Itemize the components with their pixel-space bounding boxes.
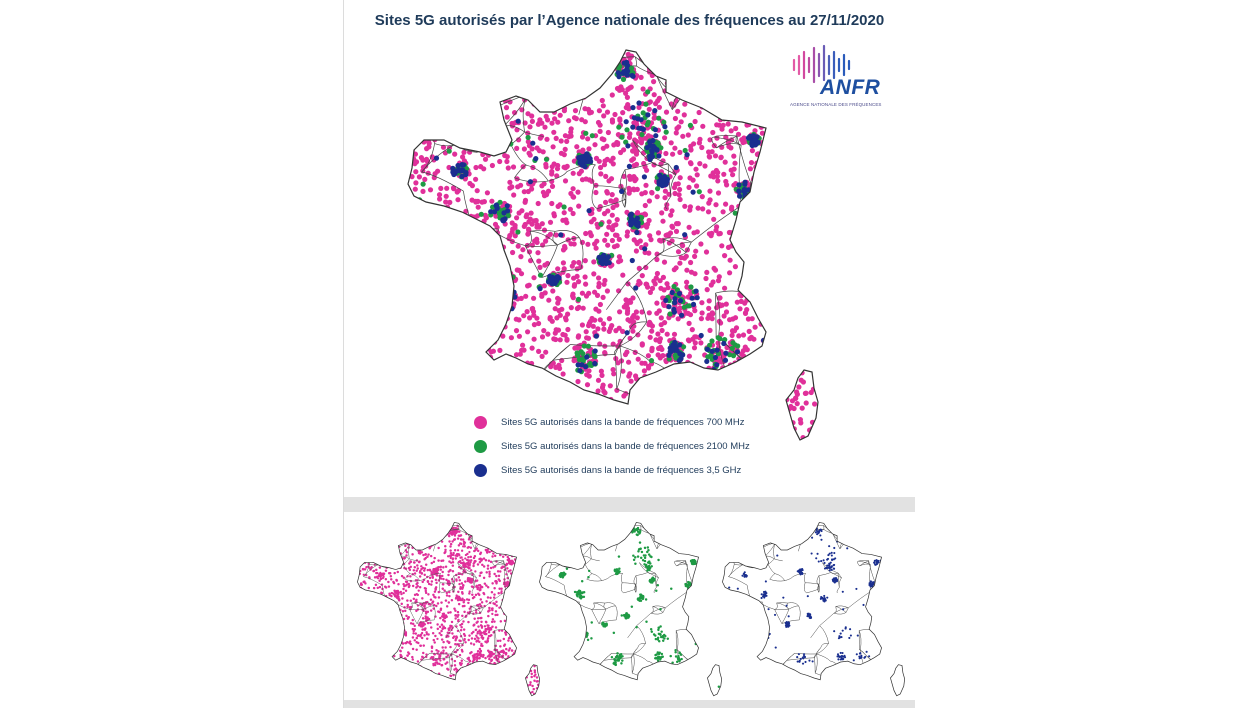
anfr-logo: ANFR AGENCE NATIONALE DES FRÉQUENCES: [790, 44, 882, 110]
logo-tagline: AGENCE NATIONALE DES FRÉQUENCES: [790, 102, 882, 107]
france-outline: [539, 522, 699, 681]
pink-dot-icon: [474, 415, 487, 429]
corsica-outline: [525, 664, 541, 697]
legend-label-3500: Sites 5G autorisés dans la bande de fréq…: [501, 464, 742, 476]
legend-item-700: Sites 5G autorisés dans la bande de fréq…: [474, 410, 750, 434]
legend-item-3500: Sites 5G autorisés dans la bande de fréq…: [474, 458, 750, 482]
france-outline: [407, 49, 767, 405]
legend-item-2100: Sites 5G autorisés dans la bande de fréq…: [474, 434, 750, 458]
corsica-outline: [785, 369, 819, 441]
corsica-outline: [890, 664, 906, 697]
blue-dot-icon: [474, 463, 487, 477]
france-main-map: [407, 49, 819, 441]
small-map-2100mhz: [539, 522, 723, 697]
separator-bar-bottom: [344, 700, 915, 708]
sound-wave-icon: [792, 44, 851, 84]
france-outline: [357, 522, 517, 681]
legend-label-2100: Sites 5G autorisés dans la bande de fréq…: [501, 440, 750, 452]
map-panel: Sites 5G autorisés par l’Agence national…: [343, 0, 915, 708]
france-outline: [722, 522, 882, 681]
legend-label-700: Sites 5G autorisés dans la bande de fréq…: [501, 416, 745, 428]
legend: Sites 5G autorisés dans la bande de fréq…: [474, 410, 750, 482]
small-map-700mhz: [357, 522, 541, 697]
corsica-outline: [707, 664, 723, 697]
green-dot-icon: [474, 439, 487, 453]
page-title: Sites 5G autorisés par l’Agence national…: [374, 12, 885, 29]
logo-name: ANFR: [820, 76, 881, 99]
small-map-3500mhz: [722, 522, 906, 697]
separator-bar: [344, 497, 915, 512]
